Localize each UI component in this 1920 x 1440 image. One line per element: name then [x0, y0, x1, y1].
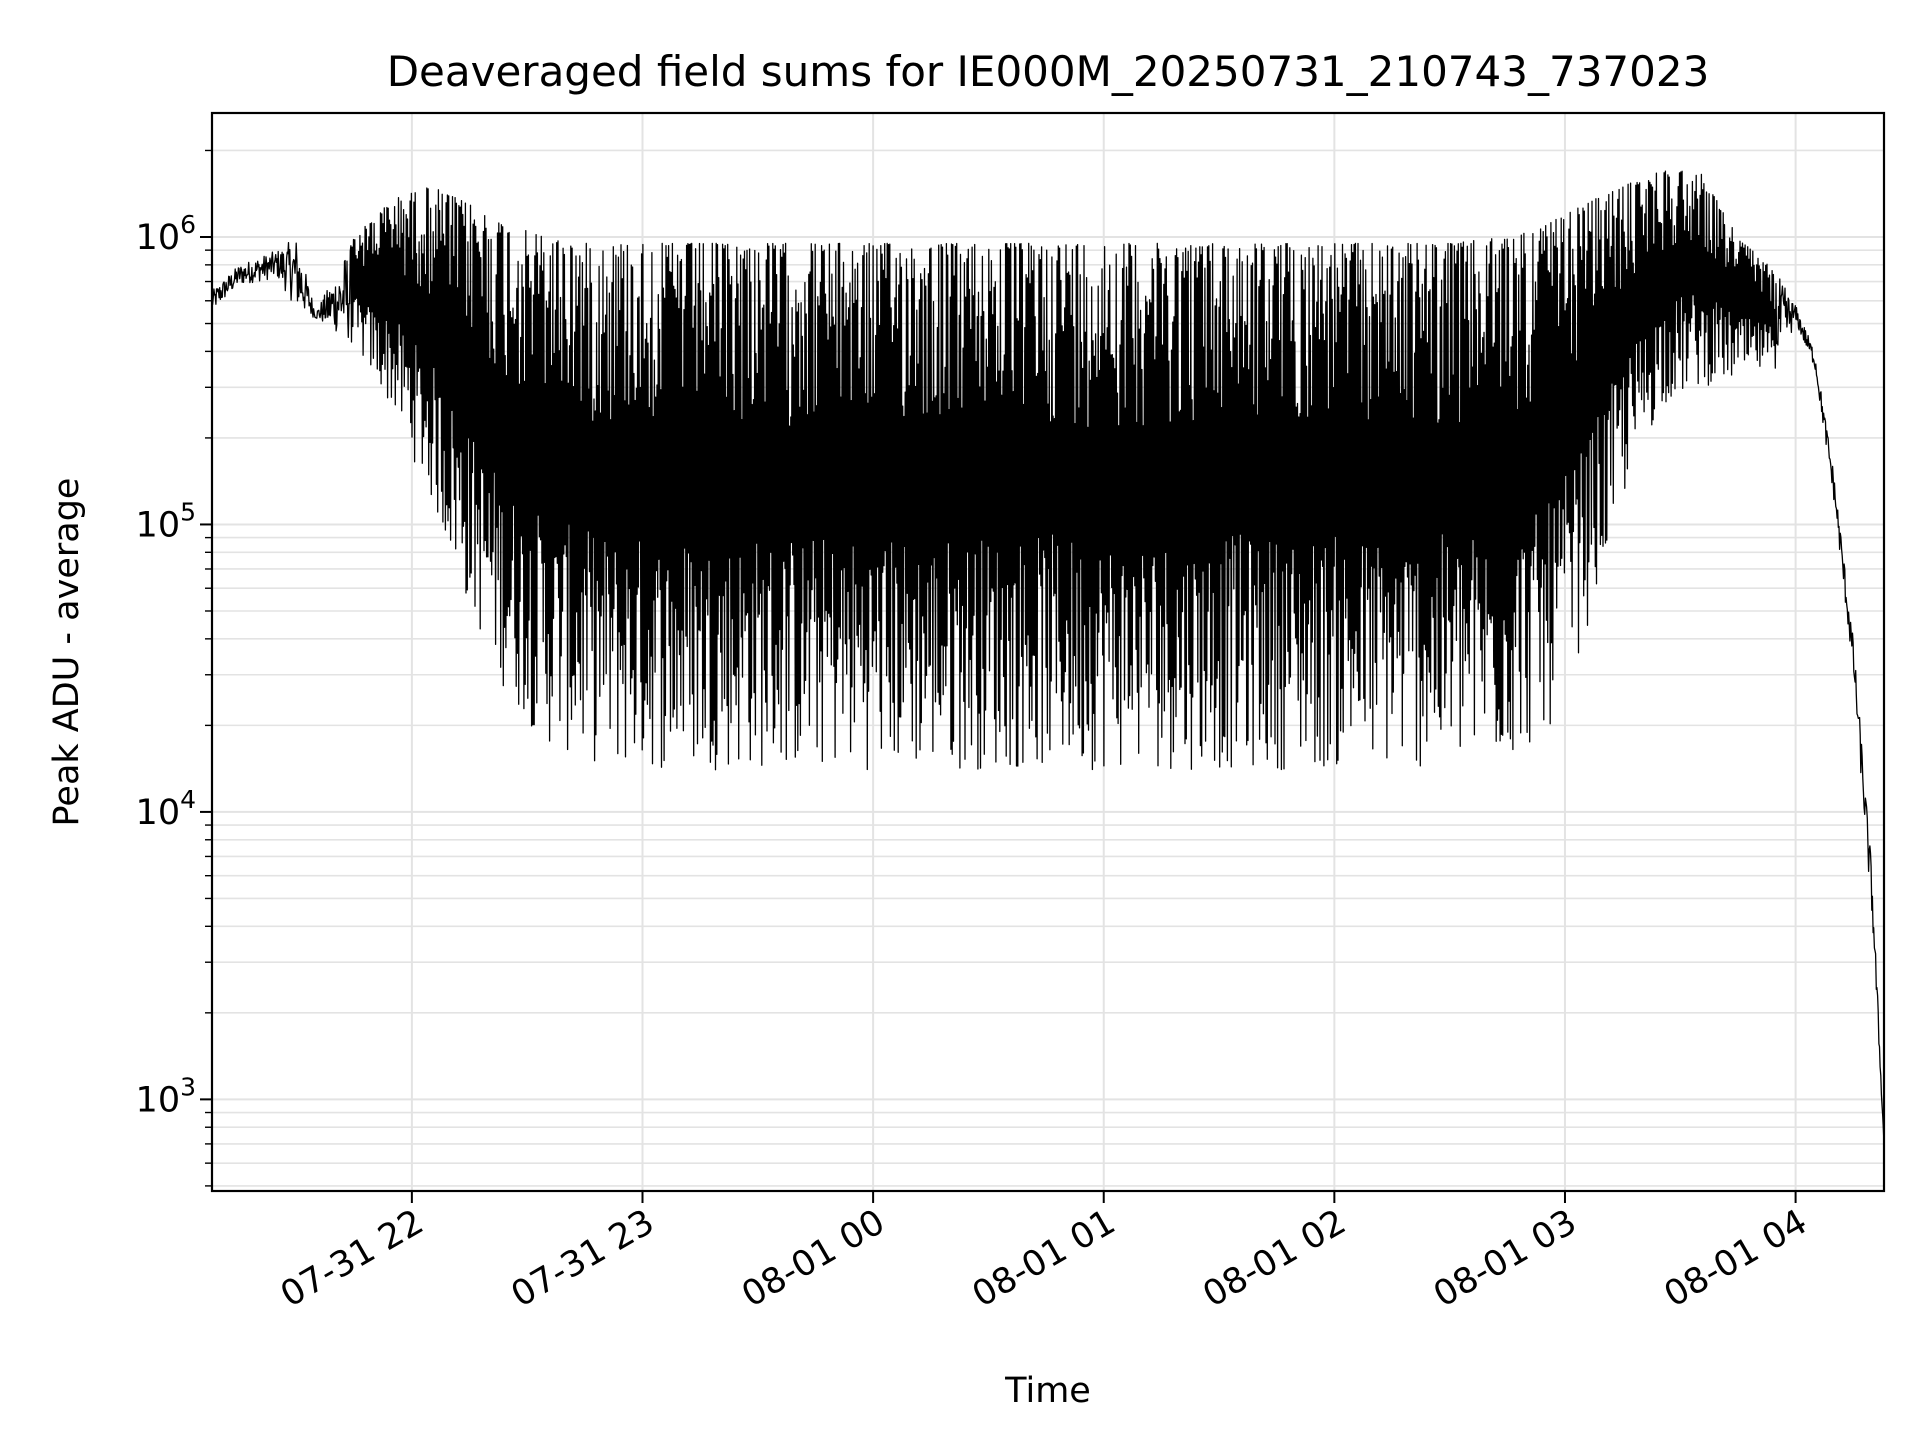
peak-adu-series-line	[211, 170, 1885, 1144]
y-tick-label: 105	[136, 497, 196, 545]
y-axis-label: Peak ADU - average	[47, 478, 87, 827]
y-tick-exponent: 3	[180, 1072, 196, 1101]
plot-frame	[210, 111, 1886, 1193]
y-tick-base: 10	[136, 505, 181, 545]
y-tick-base: 10	[136, 1080, 181, 1120]
y-tick-label: 106	[136, 210, 196, 258]
y-tick-exponent: 5	[180, 497, 196, 526]
x-axis-label: Time	[1004, 1371, 1091, 1411]
y-tick-label: 103	[136, 1072, 196, 1120]
chart-title: Deaveraged field sums for IE000M_2025073…	[387, 47, 1710, 96]
y-tick-label: 104	[136, 785, 196, 833]
y-tick-exponent: 6	[180, 210, 196, 239]
y-tick-base: 10	[136, 793, 181, 833]
y-tick-base: 10	[136, 218, 181, 258]
y-tick-exponent: 4	[180, 785, 196, 814]
data-series	[211, 170, 1885, 1144]
